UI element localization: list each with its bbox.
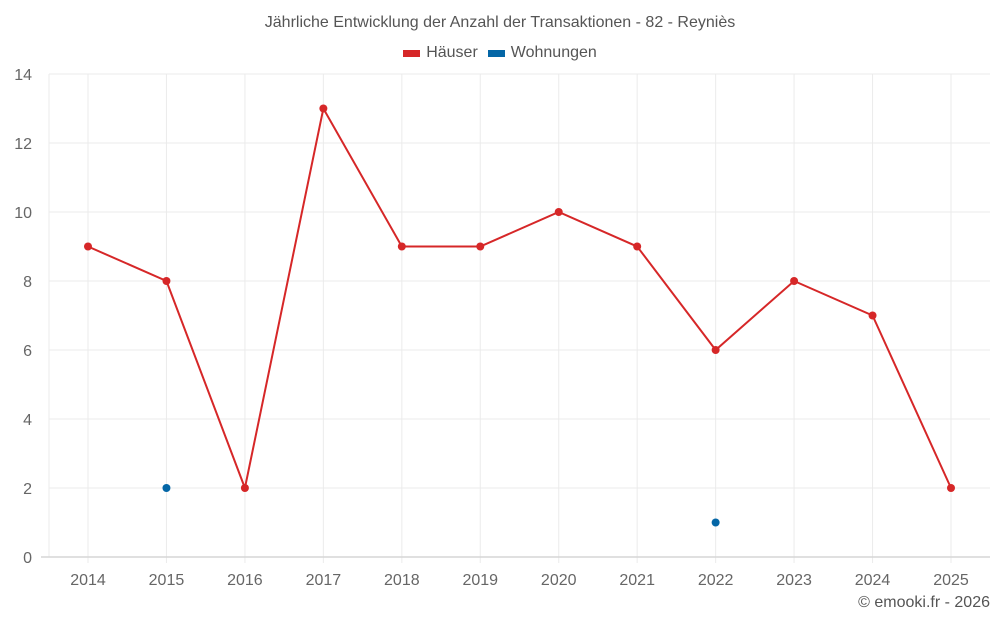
y-tick-label: 8 bbox=[23, 274, 32, 291]
data-point[interactable] bbox=[319, 104, 328, 113]
x-tick-label: 2018 bbox=[384, 572, 420, 589]
y-tick-label: 12 bbox=[14, 136, 32, 153]
data-point[interactable] bbox=[84, 242, 92, 251]
x-tick-label: 2025 bbox=[933, 572, 969, 589]
y-tick-label: 14 bbox=[14, 67, 32, 84]
x-tick-label: 2023 bbox=[776, 572, 812, 589]
legend: Häuser Wohnungen bbox=[0, 44, 1000, 62]
legend-item-wohnungen[interactable]: Wohnungen bbox=[487, 44, 597, 62]
x-tick-label: 2024 bbox=[855, 572, 891, 589]
legend-swatch-haeuser bbox=[403, 49, 421, 57]
y-tick-label: 2 bbox=[23, 481, 32, 498]
data-point[interactable] bbox=[711, 346, 720, 354]
data-point[interactable] bbox=[947, 484, 955, 492]
y-tick-label: 10 bbox=[14, 205, 32, 222]
x-tick-label: 2015 bbox=[149, 572, 185, 589]
x-tick-label: 2020 bbox=[541, 572, 577, 589]
copyright-credit: © emooki.fr - 2026 bbox=[858, 594, 990, 611]
grid-lines bbox=[48, 73, 990, 563]
y-tick-label: 4 bbox=[23, 412, 32, 429]
data-point[interactable] bbox=[554, 208, 563, 216]
x-tick-label: 2022 bbox=[698, 572, 734, 589]
x-tick-label: 2014 bbox=[70, 572, 106, 589]
data-point[interactable] bbox=[868, 311, 877, 320]
y-tick-label: 6 bbox=[23, 343, 32, 360]
chart-title: Jährliche Entwicklung der Anzahl der Tra… bbox=[264, 14, 736, 31]
series-line bbox=[87, 105, 952, 492]
legend-item-haeuser[interactable]: Häuser bbox=[403, 44, 478, 62]
data-point[interactable] bbox=[790, 277, 799, 285]
data-point[interactable] bbox=[240, 484, 249, 492]
data-point[interactable] bbox=[711, 518, 720, 527]
x-tick-label: 2019 bbox=[462, 572, 498, 589]
data-point[interactable] bbox=[633, 242, 642, 251]
x-tick-label: 2021 bbox=[619, 572, 655, 589]
axes: 0 2 4 6 8 10 12 14 2014 2015 2016 2017 2018 2019 2020 2… bbox=[14, 67, 990, 589]
data-series bbox=[84, 104, 955, 527]
data-point[interactable] bbox=[476, 242, 485, 251]
data-point[interactable] bbox=[397, 242, 406, 251]
data-point[interactable] bbox=[162, 277, 171, 285]
data-point[interactable] bbox=[162, 484, 171, 492]
legend-swatch-wohnungen bbox=[487, 49, 505, 57]
x-tick-label: 2017 bbox=[306, 572, 342, 589]
y-tick-label: 0 bbox=[23, 550, 32, 567]
legend-label: Wohnungen bbox=[510, 44, 597, 61]
x-tick-label: 2016 bbox=[227, 572, 263, 589]
legend-label: Häuser bbox=[426, 44, 478, 61]
